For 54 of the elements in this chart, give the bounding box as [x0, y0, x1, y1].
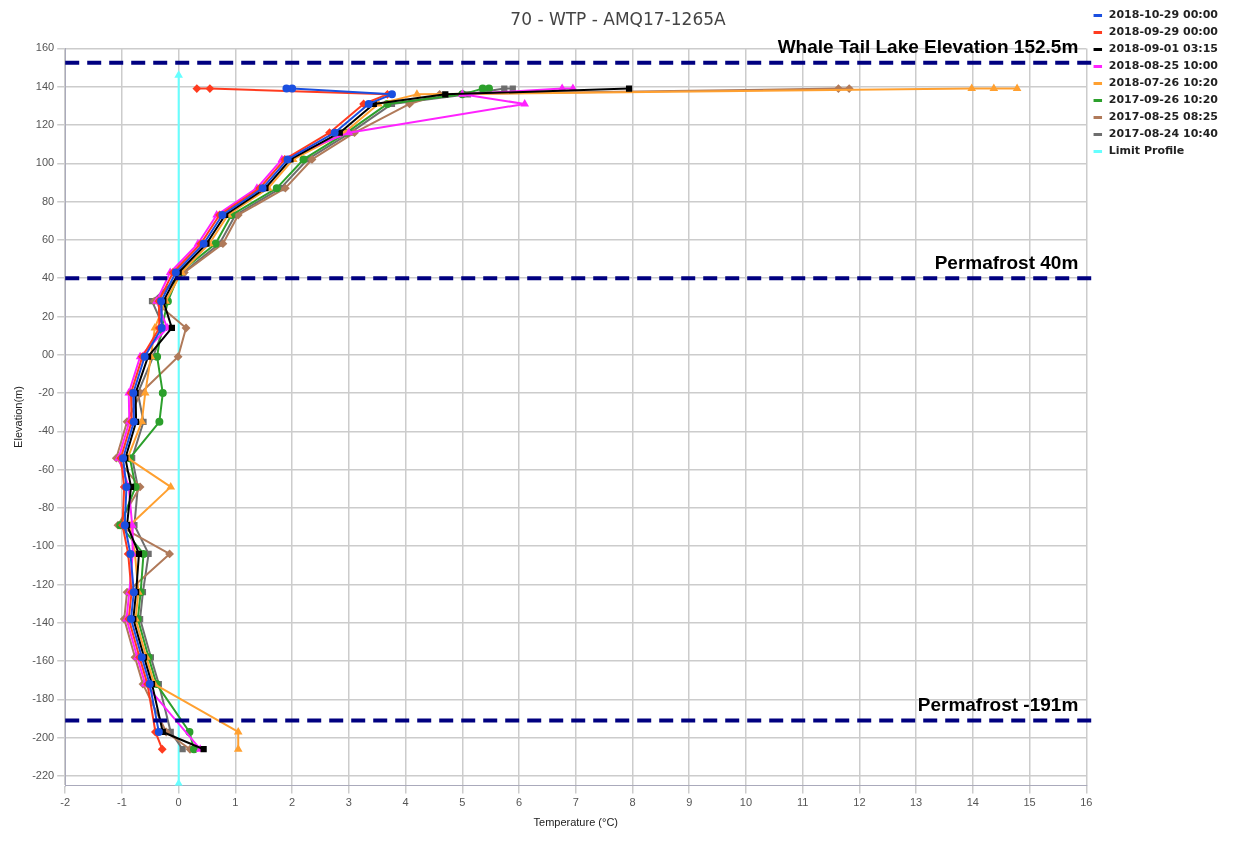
- x-tick-label: -1: [117, 796, 127, 809]
- x-tick-label: 16: [1080, 796, 1093, 809]
- x-tick-label: 8: [629, 796, 636, 809]
- x-tick-label: 0: [175, 796, 182, 809]
- y-tick-label: 00: [41, 347, 55, 360]
- legend-label: Limit Profile: [1108, 144, 1185, 158]
- x-tick-label: 7: [572, 796, 579, 809]
- ref-line-label: Permafrost -191m: [917, 694, 1079, 716]
- y-tick-label: -20: [38, 386, 55, 399]
- x-axis-title: Temperature (°C): [533, 816, 618, 829]
- y-tick-label: -60: [38, 462, 55, 475]
- x-tick-label: 14: [966, 796, 979, 809]
- y-tick-label: 100: [35, 156, 55, 169]
- ref-line-label: Permafrost 40m: [934, 251, 1079, 273]
- x-tick-label: 1: [232, 796, 239, 809]
- x-tick-label: 2: [289, 796, 296, 809]
- x-tick-label: 11: [796, 796, 809, 809]
- y-tick-label: 140: [35, 79, 55, 92]
- y-tick-label: -100: [32, 539, 55, 552]
- x-tick-label: 9: [686, 796, 693, 809]
- y-tick-label: -220: [32, 769, 55, 782]
- x-tick-label: 6: [515, 796, 523, 809]
- y-tick-label: -180: [32, 692, 55, 705]
- y-tick-label: 20: [41, 309, 55, 322]
- y-tick-label: -200: [32, 730, 55, 743]
- legend-label: 2018-10-29 00:00: [1108, 8, 1219, 22]
- x-tick-label: 10: [739, 796, 753, 809]
- y-tick-label: -120: [32, 577, 55, 590]
- x-tick-label: 5: [459, 796, 466, 809]
- y-tick-label: -160: [32, 654, 55, 667]
- y-tick-label: 120: [35, 118, 55, 131]
- legend-label: 2017-08-24 10:40: [1108, 127, 1219, 141]
- x-tick-label: 12: [853, 796, 866, 809]
- legend-label: 2018-09-29 00:00: [1108, 25, 1219, 39]
- legend-label: 2018-07-26 10:20: [1108, 76, 1219, 90]
- y-tick-label: -140: [32, 615, 55, 628]
- y-tick-label: 160: [35, 41, 55, 54]
- legend-label: 2017-09-26 10:20: [1108, 93, 1219, 107]
- x-tick-label: -2: [60, 796, 71, 809]
- x-tick-label: 4: [402, 796, 409, 809]
- x-tick-label: 3: [345, 796, 352, 809]
- x-tick-label: 15: [1023, 796, 1036, 809]
- y-tick-label: 80: [41, 194, 55, 207]
- chart-title: 70 - WTP - AMQ17-1265A: [510, 8, 727, 29]
- x-tick-label: 13: [909, 796, 923, 809]
- y-tick-label: 60: [41, 232, 55, 245]
- y-axis-title: Elevation(m): [11, 386, 24, 448]
- legend-label: 2018-09-01 03:15: [1108, 42, 1219, 56]
- legend-label: 2017-08-25 08:25: [1108, 110, 1219, 124]
- legend-label: 2018-08-25 10:00: [1108, 59, 1219, 73]
- y-tick-label: -80: [38, 500, 55, 513]
- ref-line-label: Whale Tail Lake Elevation 152.5m: [777, 36, 1079, 58]
- y-tick-label: 40: [41, 271, 55, 284]
- y-tick-label: -40: [38, 424, 55, 437]
